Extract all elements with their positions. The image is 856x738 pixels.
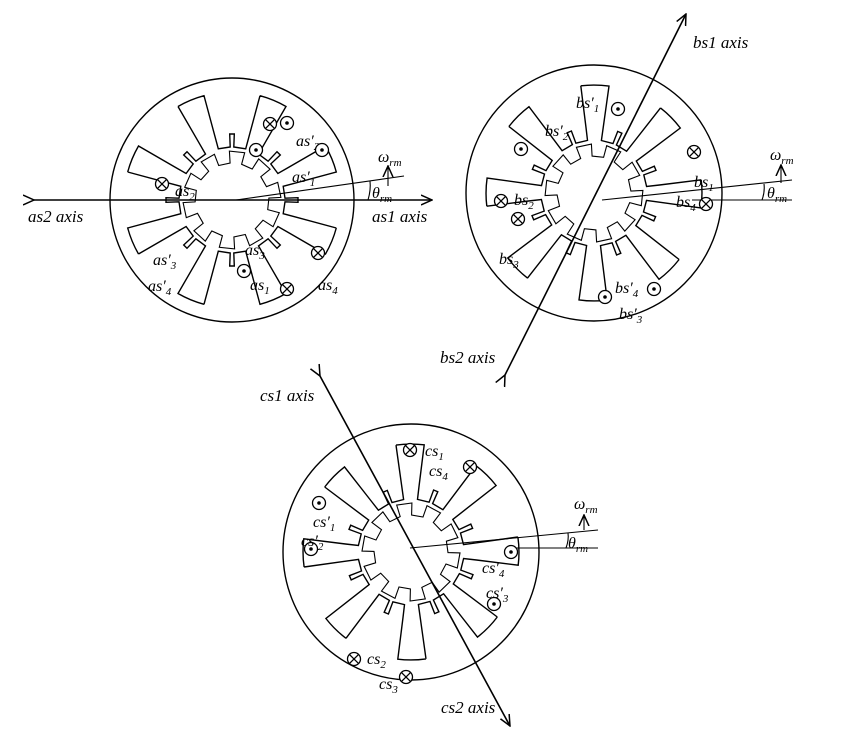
motor-c-rotor [361,502,461,602]
motor-c-stator-poles [302,443,520,661]
motor-a: as1 axis as2 axis ωrm θrm as2as3as′2as′1… [28,77,432,323]
coil-label: cs1 [425,443,444,463]
coil-label: cs′3 [486,585,509,605]
coil-label: as2 [175,183,195,203]
coil-label: bs′1 [576,95,599,115]
coil-label: bs3 [499,251,519,271]
coil-label: bs1 [694,174,714,194]
motor-c-axis2-label: cs2 axis [441,698,496,717]
current-into-page-symbol [493,193,509,209]
coil-label: cs2 [367,651,386,671]
current-into-page-symbol [398,669,414,685]
current-out-of-page-symbol [610,101,626,117]
motor-b-axis1-label: bs1 axis [693,33,749,52]
motor-c-axis-line [320,376,510,726]
motor-b-theta-arc [761,183,765,201]
current-out-of-page-symbol [303,541,319,557]
current-out-of-page-symbol [279,115,295,131]
current-into-page-symbol [510,211,526,227]
motor-b-rotor-line [601,179,793,201]
coil-label: as′4 [148,278,172,298]
motor-b-axis2-label: bs2 axis [440,348,496,367]
motor-b-rotor [544,143,644,243]
motor-c-axis1-label: cs1 axis [260,386,315,405]
motor-a-rotor-line [235,175,405,201]
coil-label: bs′4 [615,280,639,300]
current-into-page-symbol [279,281,295,297]
motor-c-omega-label: ωrm [574,496,598,516]
current-out-of-page-symbol [597,289,613,305]
current-out-of-page-symbol [513,141,529,157]
motor-b-axis-line [505,14,686,375]
coil-label: cs4 [429,463,448,483]
motor-b: bs1 axis bs2 axis ωrm θrm bs′1 bs′2 bs1bs4… [440,14,794,375]
current-out-of-page-symbol [314,142,330,158]
coil-label: as′1 [292,169,315,189]
motor-c-theta-arc [565,532,569,549]
motor-a-omega-label: ωrm [378,149,402,169]
motor-c-theta-label: θrm [568,535,588,555]
current-out-of-page-symbol [646,281,662,297]
motor-c-body [282,376,599,726]
motor-a-theta-arc [367,180,371,201]
coil-label: as′3 [153,252,177,272]
current-into-page-symbol [262,116,278,132]
coil-label: bs2 [514,192,534,212]
coil-label: bs4 [676,194,696,214]
current-out-of-page-symbol [311,495,327,511]
current-out-of-page-symbol [503,544,519,560]
current-into-page-symbol [154,176,170,192]
current-out-of-page-symbol [248,142,264,158]
motor-b-body [465,14,793,375]
current-out-of-page-symbol [236,263,252,279]
coil-label: cs′2 [301,533,324,553]
motor-b-omega-label: ωrm [770,147,794,167]
current-into-page-symbol [686,144,702,160]
current-into-page-symbol [402,442,418,458]
current-into-page-symbol [462,459,478,475]
motor-c-rotor-line [409,529,599,549]
coil-label: as1 [250,277,270,297]
coil-label: bs′3 [619,306,643,326]
current-into-page-symbol [346,651,362,667]
current-into-page-symbol [698,196,714,212]
coil-label: cs′4 [482,560,505,580]
current-out-of-page-symbol [486,596,502,612]
coil-label: bs′2 [545,123,569,143]
motor-b-theta-label: θrm [767,185,787,205]
coil-label: cs′1 [313,514,335,534]
coil-label: cs3 [379,676,398,696]
motor-a-axis2-label: as2 axis [28,207,84,226]
motor-a-theta-label: θrm [372,185,392,205]
current-into-page-symbol [310,245,326,261]
motor-a-axis1-label: as1 axis [372,207,428,226]
coil-label: as3 [245,242,265,262]
coil-label: as4 [318,277,338,297]
